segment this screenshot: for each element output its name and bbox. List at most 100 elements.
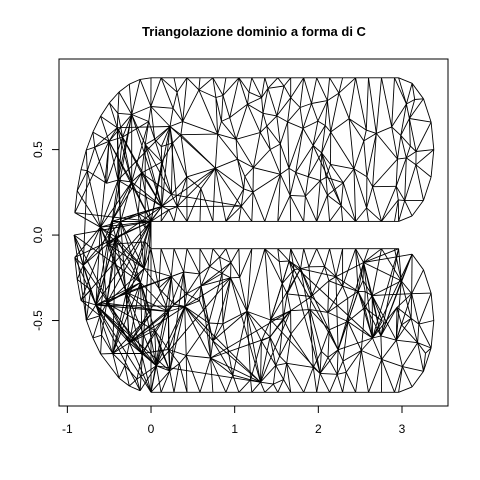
mesh-edge [330,93,340,133]
mesh-edge [239,248,253,278]
mesh-edge [140,282,169,312]
mesh-edge [73,235,87,321]
mesh-edge [186,273,201,295]
mesh-edge [295,171,309,178]
mesh-edge [404,157,407,201]
mesh-edge [167,276,172,312]
mesh-edge [415,121,432,152]
mesh-edge [327,312,330,330]
mesh-edge [327,349,339,358]
mesh-edge [269,336,281,357]
mesh-edge [396,307,403,326]
mesh-edge [395,186,399,200]
mesh-edge [357,291,373,339]
mesh-edge [295,172,306,197]
mesh-edge [342,168,355,183]
mesh-edge [348,118,367,131]
mesh-edge [92,116,102,133]
mesh-edge [342,372,347,393]
mesh-edge [131,79,141,115]
mesh-edge [329,205,342,222]
mesh-edge [299,107,304,129]
mesh-edge [338,92,350,119]
mesh-edge [260,310,292,383]
mesh-edge [131,106,152,115]
mesh-edge [401,366,413,388]
mesh-edge [335,276,343,287]
mesh-edge [311,100,328,104]
mesh-edge [366,176,373,187]
mesh-edge [117,91,120,114]
mesh-edge [283,379,292,393]
mesh-edge [345,350,362,373]
mesh-edge [302,103,312,129]
mesh-edge [108,114,133,245]
mesh-edge [232,374,251,381]
y-axis: -0.5 0.0 0.5 [31,141,60,331]
mesh-edge [240,205,253,222]
mesh-edge [338,77,356,94]
mesh-edge [215,97,219,135]
mesh-edge [240,191,254,207]
mesh-edge [312,145,342,206]
mesh-edge [363,129,367,142]
mesh-edge [327,92,340,101]
mesh-edge [280,167,290,175]
mesh-edge [317,120,326,126]
mesh-edge [168,349,187,356]
mesh-edge [275,355,281,366]
mesh-edge [326,100,332,133]
mesh-edge [139,365,157,391]
mesh-edge [397,135,402,160]
chart-title: Triangolazione dominio a forma di C [142,24,367,39]
mesh-edge [92,334,102,339]
mesh-edge [160,77,174,109]
mesh-edge [320,350,329,358]
mesh-edge [423,269,432,294]
mesh-edge [395,340,403,367]
mesh-edge [158,248,162,289]
mesh-edge [391,126,398,160]
mesh-edge [200,262,232,287]
mesh-edge [76,279,82,301]
mesh-edge [186,77,200,91]
mesh-edge [288,260,373,339]
mesh-edge [283,85,292,98]
mesh-edge [273,383,279,393]
mesh-edge [264,248,283,284]
mesh-edge [141,172,172,195]
mesh-edge [115,236,141,283]
mesh-edge [92,337,102,355]
mesh-edge [252,173,281,193]
mesh-edge [259,113,264,133]
mesh-edge [94,127,118,148]
mesh-edge [238,77,250,93]
mesh-edge [414,98,424,100]
mesh-edge [109,102,119,114]
mesh-edge [411,200,424,217]
mesh-edge [199,273,202,286]
mesh-edge [288,168,291,196]
mesh-edge [120,205,162,222]
mesh-edge [118,377,130,387]
mesh-edge [279,143,290,169]
mesh-edge [302,128,314,146]
x-tick-label: 1 [231,422,238,436]
mesh-edge [186,176,202,189]
mesh-edge [85,319,94,339]
mesh-edge [144,144,163,163]
mesh-edge [171,176,188,195]
mesh-edge [199,266,210,275]
mesh-edge [277,195,291,222]
mesh-edge [340,182,344,206]
mesh-edge [100,353,120,379]
y-tick-label: 0.0 [31,226,45,243]
mesh-edge [300,268,321,374]
mesh-edge [173,77,178,93]
mesh-edge [411,83,424,100]
mesh-edge [246,311,252,380]
mesh-edge [342,248,357,287]
mesh-edge [328,276,337,282]
mesh-edge [143,241,146,269]
mesh-edge [253,149,271,168]
